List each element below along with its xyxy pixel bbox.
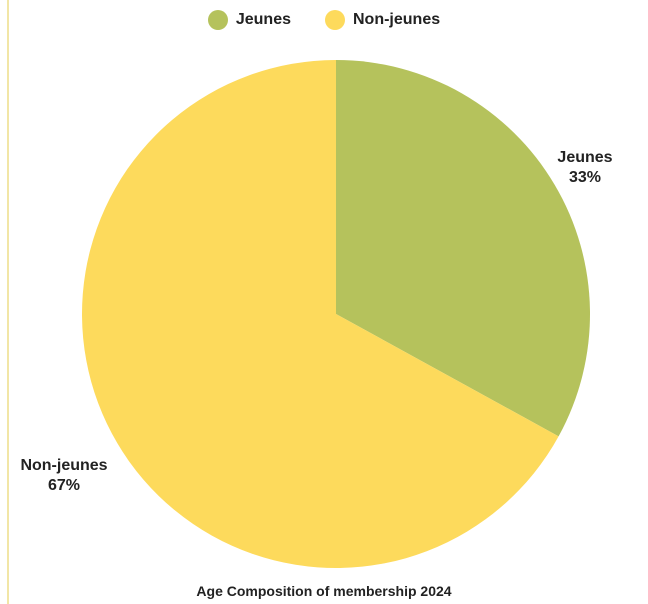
pie-slice-non-jeunes[interactable] — [82, 60, 559, 568]
chart-title: Age Composition of membership 2024 — [196, 583, 452, 599]
slice-label-non-jeunes-name: Non-jeunes — [20, 457, 108, 474]
left-border-rule — [7, 0, 9, 604]
chart-legend: Jeunes Non-jeunes — [0, 10, 648, 30]
slice-label-non-jeunes: Non-jeunes 67% — [6, 456, 122, 496]
slice-label-jeunes-name: Jeunes — [557, 149, 613, 166]
legend-label-non-jeunes: Non-jeunes — [353, 11, 441, 28]
slice-label-non-jeunes-value: 67% — [47, 477, 81, 494]
legend-item-jeunes[interactable]: Jeunes — [207, 10, 291, 30]
legend-swatch-non-jeunes — [325, 10, 345, 30]
slice-label-jeunes-value: 33% — [568, 169, 602, 186]
legend-label-jeunes: Jeunes — [235, 11, 291, 28]
legend-swatch-jeunes — [207, 10, 228, 30]
pie-slice-jeunes[interactable] — [336, 60, 591, 437]
legend-item-non-jeunes[interactable]: Non-jeunes — [325, 10, 440, 30]
slice-label-jeunes: Jeunes 33% — [545, 148, 625, 188]
